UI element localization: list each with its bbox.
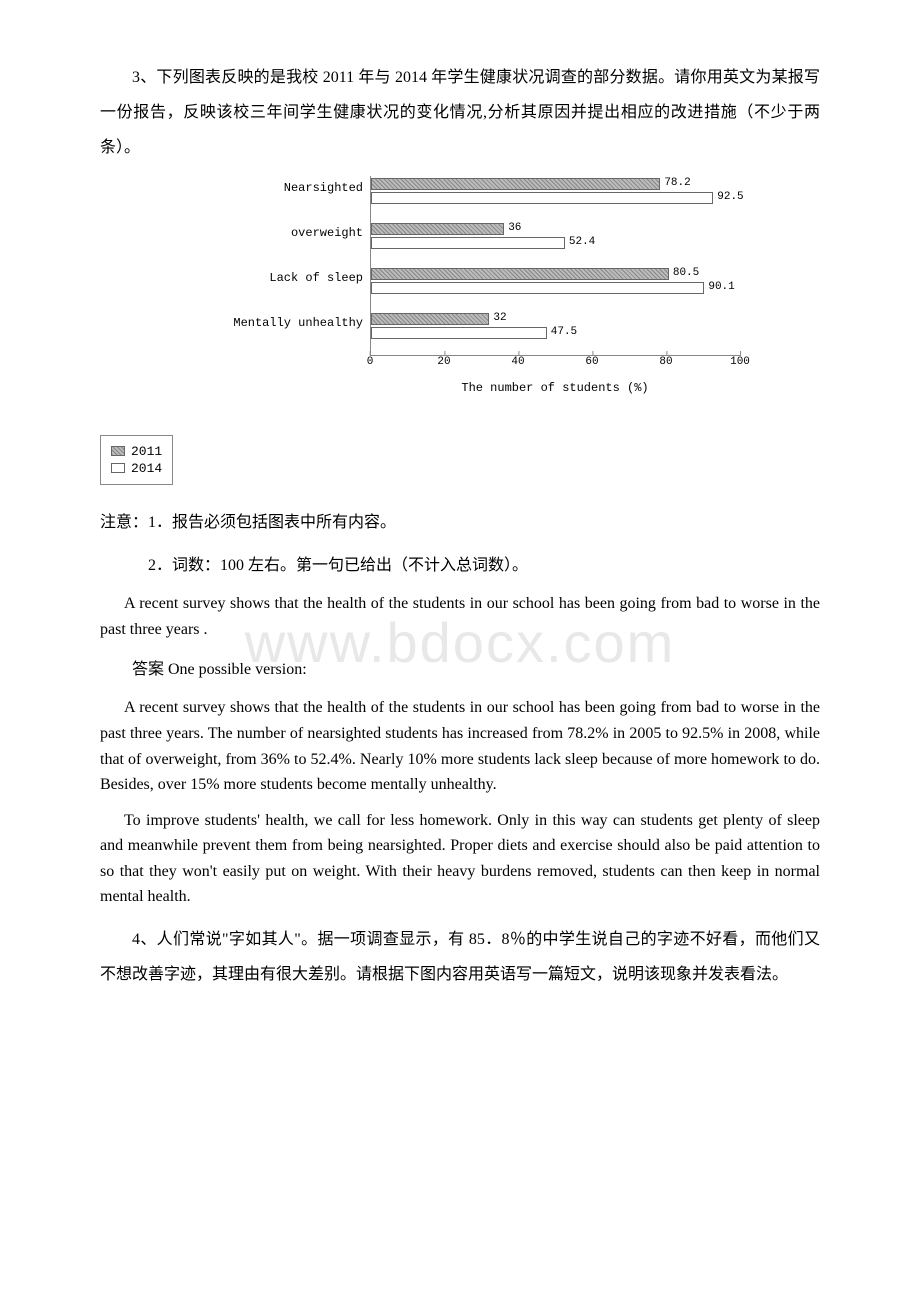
bar-2011 [371, 223, 504, 235]
bar-2011 [371, 268, 669, 280]
bar-value-2014: 47.5 [551, 326, 577, 338]
x-tick: 80 [659, 356, 672, 368]
legend-swatch-2014 [111, 463, 125, 473]
bar-2011 [371, 178, 660, 190]
chart-row: Nearsighted78.292.5 [371, 176, 740, 216]
x-tick: 100 [730, 356, 750, 368]
health-chart: Nearsighted 78.2 92.5 overweight 36 52.4 Lack … [240, 176, 740, 395]
bar-value-2014: 52.4 [569, 236, 595, 248]
bar-2011 [371, 313, 489, 325]
answer-paragraph-2: To improve students' health, we call for… [100, 808, 820, 910]
bar-2014 [371, 237, 565, 249]
legend-swatch-2011 [111, 446, 125, 456]
x-tick: 0 [367, 356, 374, 368]
chart-row: Mentally unhealthy3247.5 [371, 311, 740, 351]
category-label: overweight [291, 226, 371, 240]
bar-value-2011: 80.5 [673, 267, 699, 279]
category-label: Mentally unhealthy [233, 316, 371, 330]
chart-legend: 2011 2014 [100, 435, 173, 485]
chart-row: overweight3652.4 [371, 221, 740, 261]
answer-paragraph-1: A recent survey shows that the health of… [100, 695, 820, 797]
note-2: 2．词数：100 左右。第一句已给出（不计入总词数）。 [100, 548, 820, 583]
x-tick: 60 [585, 356, 598, 368]
bar-value-2011: 36 [508, 222, 521, 234]
bar-2014 [371, 327, 547, 339]
x-tick: 40 [511, 356, 524, 368]
answer-label: 答案 One possible version: [100, 652, 820, 687]
bar-value-2011: 78.2 [664, 177, 690, 189]
note-1: 注意：1．报告必须包括图表中所有内容。 [100, 505, 820, 540]
legend-label-2011: 2011 [131, 444, 162, 459]
chart-row: Lack of sleep80.590.1 [371, 266, 740, 306]
bar-value-2011: 32 [493, 312, 506, 324]
bar-value-2014: 90.1 [708, 281, 734, 293]
category-label: Nearsighted [284, 181, 371, 195]
bar-2014 [371, 192, 713, 204]
x-tick: 20 [437, 356, 450, 368]
question-3-prompt: 3、下列图表反映的是我校 2011 年与 2014 年学生健康状况调查的部分数据… [100, 60, 820, 166]
legend-label-2014: 2014 [131, 461, 162, 476]
category-label: Lack of sleep [269, 271, 371, 285]
bar-2014 [371, 282, 704, 294]
question-4-prompt: 4、人们常说"字如其人"。据一项调查显示，有 85．8％的中学生说自己的字迹不好… [100, 922, 820, 992]
x-axis-title: The number of students (%) [370, 381, 740, 395]
bar-value-2014: 92.5 [717, 191, 743, 203]
intro-sentence: A recent survey shows that the health of… [100, 591, 820, 642]
